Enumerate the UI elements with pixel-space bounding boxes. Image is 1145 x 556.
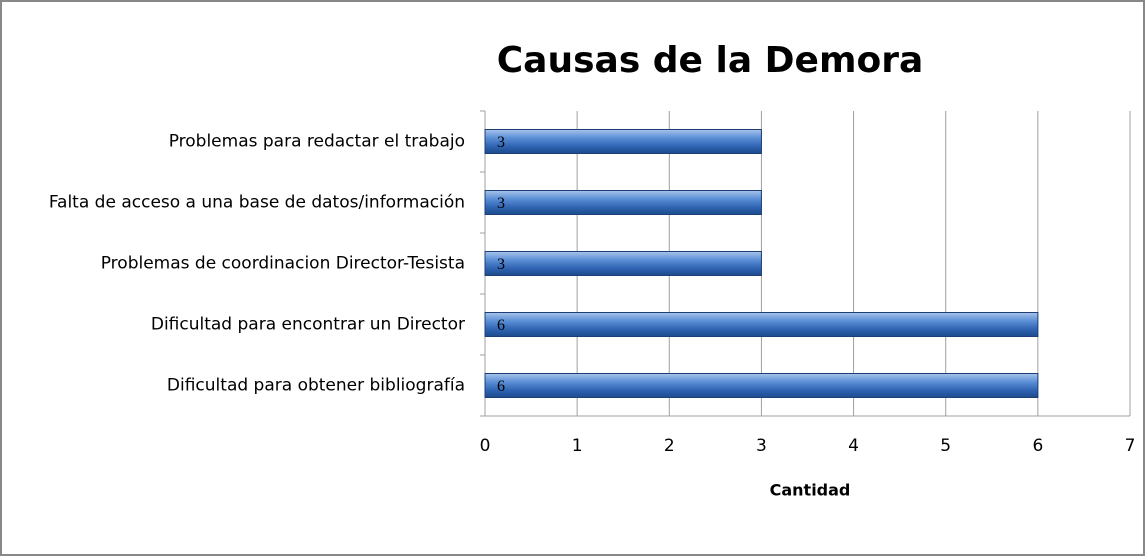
value-label: 3 xyxy=(497,134,505,151)
x-tick-label: 6 xyxy=(1032,436,1043,456)
x-tick-label: 1 xyxy=(572,436,583,456)
y-tick-label: Dificultad para encontrar un Director xyxy=(151,315,465,335)
x-axis-label: Cantidad xyxy=(770,481,851,500)
x-tick-label: 3 xyxy=(756,436,767,456)
y-tick-label: Problemas de coordinacion Director-Tesis… xyxy=(101,254,465,274)
value-label: 3 xyxy=(497,256,505,273)
bar xyxy=(484,373,1039,398)
bar xyxy=(484,312,1039,337)
x-tick-label: 0 xyxy=(480,436,491,456)
x-tick-label: 5 xyxy=(940,436,951,456)
bar xyxy=(484,190,762,215)
x-tick-label: 2 xyxy=(664,436,675,456)
y-tick-label: Problemas para redactar el trabajo xyxy=(169,132,465,152)
value-label: 6 xyxy=(497,378,505,395)
value-label: 3 xyxy=(497,195,505,212)
value-label: 6 xyxy=(497,317,505,334)
y-tick-label: Falta de acceso a una base de datos/info… xyxy=(49,193,465,213)
x-tick-label: 4 xyxy=(848,436,859,456)
chart-title: Causas de la Demora xyxy=(497,40,924,81)
y-tick-label: Dificultad para obtener bibliografía xyxy=(167,376,465,396)
x-tick-label: 7 xyxy=(1125,436,1136,456)
bar xyxy=(484,129,762,154)
bar xyxy=(484,251,762,276)
